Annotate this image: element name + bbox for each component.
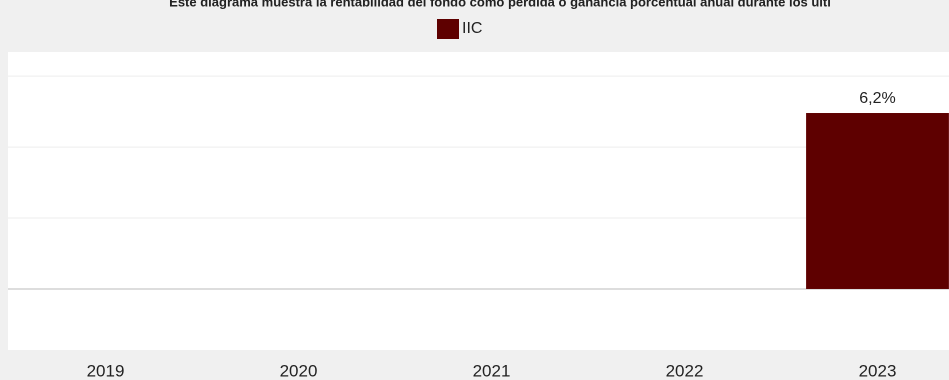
x-tick-label: 2023 xyxy=(859,361,897,380)
data-label: 6,2% xyxy=(859,90,895,107)
legend-swatch xyxy=(437,19,459,39)
x-tick-label: 2021 xyxy=(473,361,511,380)
plot-area xyxy=(8,52,949,350)
bar xyxy=(806,113,949,289)
x-tick-label: 2019 xyxy=(87,361,125,380)
x-tick-label: 2020 xyxy=(280,361,318,380)
chart-title: Este diagrama muestra la rentabilidad de… xyxy=(169,0,831,9)
x-tick-label: 2022 xyxy=(666,361,704,380)
legend-label: IIC xyxy=(462,20,482,37)
